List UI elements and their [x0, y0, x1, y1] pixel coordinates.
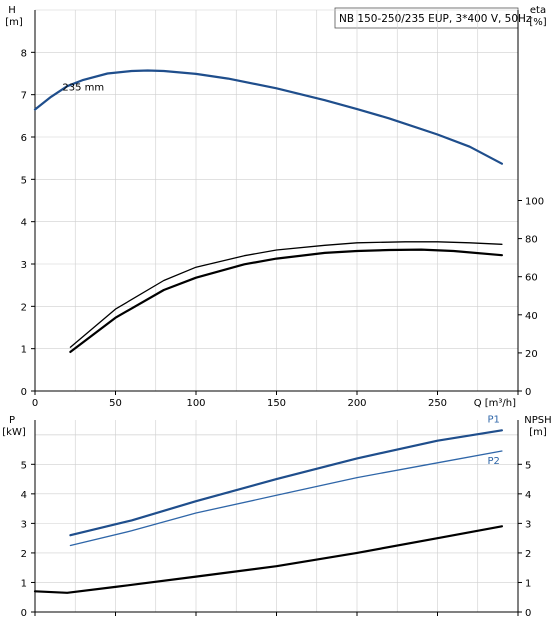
y-axis-unit: [m]: [5, 17, 23, 28]
series-line-eta: [69, 248, 503, 353]
x-axis-title: Q [m³/h]: [474, 398, 516, 409]
y-axis-unit: [kW]: [2, 427, 26, 438]
y-tick-label: 5: [21, 175, 27, 186]
y-tick-label: 1: [21, 345, 27, 356]
y2-axis-title: eta: [530, 5, 546, 16]
y-tick-label: 5: [21, 460, 27, 471]
y2-tick-label: 0: [525, 387, 531, 398]
series-line-p2: [69, 450, 503, 547]
y-tick-label: 6: [21, 133, 27, 144]
y-axis-title: H: [8, 5, 16, 16]
y-tick-label: 0: [21, 608, 27, 619]
x-tick-label: 0: [32, 398, 38, 409]
y-axis-title: P: [9, 415, 15, 426]
y2-tick-label: 80: [525, 235, 538, 246]
x-tick-label: 250: [428, 398, 447, 409]
y-tick-label: 8: [21, 48, 27, 59]
y2-tick-label: 4: [525, 490, 531, 501]
y2-tick-label: 1: [525, 578, 531, 589]
y2-axis-title: NPSH: [524, 415, 551, 426]
y2-tick-label: 5: [525, 460, 531, 471]
x-tick-label: 50: [109, 398, 122, 409]
series-line-eta2: [69, 241, 503, 348]
y-tick-label: 1: [21, 578, 27, 589]
curve-label: 235 mm: [62, 82, 104, 93]
y2-tick-label: 3: [525, 519, 531, 530]
series-label-p1: P1: [487, 414, 499, 425]
y-tick-label: 0: [21, 387, 27, 398]
series-layer: [33, 69, 503, 594]
x-tick-label: 100: [186, 398, 205, 409]
y-tick-label: 7: [21, 91, 27, 102]
y2-tick-label: 0: [525, 608, 531, 619]
series-line-npsh: [33, 525, 503, 594]
y2-axis-unit: [%]: [529, 17, 546, 28]
y2-tick-label: 100: [525, 197, 544, 208]
y-tick-label: 3: [21, 260, 27, 271]
y2-axis-unit: [m]: [529, 427, 547, 438]
y2-tick-label: 20: [525, 349, 538, 360]
series-line-p1: [69, 429, 503, 537]
x-tick-label: 150: [267, 398, 286, 409]
y2-tick-label: 2: [525, 549, 531, 560]
series-line-head: [33, 69, 503, 165]
y-tick-label: 3: [21, 519, 27, 530]
y2-tick-label: 60: [525, 273, 538, 284]
y2-tick-label: 40: [525, 311, 538, 322]
y-tick-label: 4: [21, 218, 27, 229]
header-box: NB 150-250/235 EUP, 3*400 V, 50Hz: [334, 7, 532, 29]
y-tick-label: 4: [21, 490, 27, 501]
series-label-p2: P2: [487, 456, 499, 467]
y-tick-label: 2: [21, 302, 27, 313]
y-tick-label: 2: [21, 549, 27, 560]
x-tick-label: 200: [347, 398, 366, 409]
axes-layer: [31, 10, 522, 616]
grid-layer: [34, 9, 519, 612]
header-label: NB 150-250/235 EUP, 3*400 V, 50Hz: [339, 13, 532, 25]
